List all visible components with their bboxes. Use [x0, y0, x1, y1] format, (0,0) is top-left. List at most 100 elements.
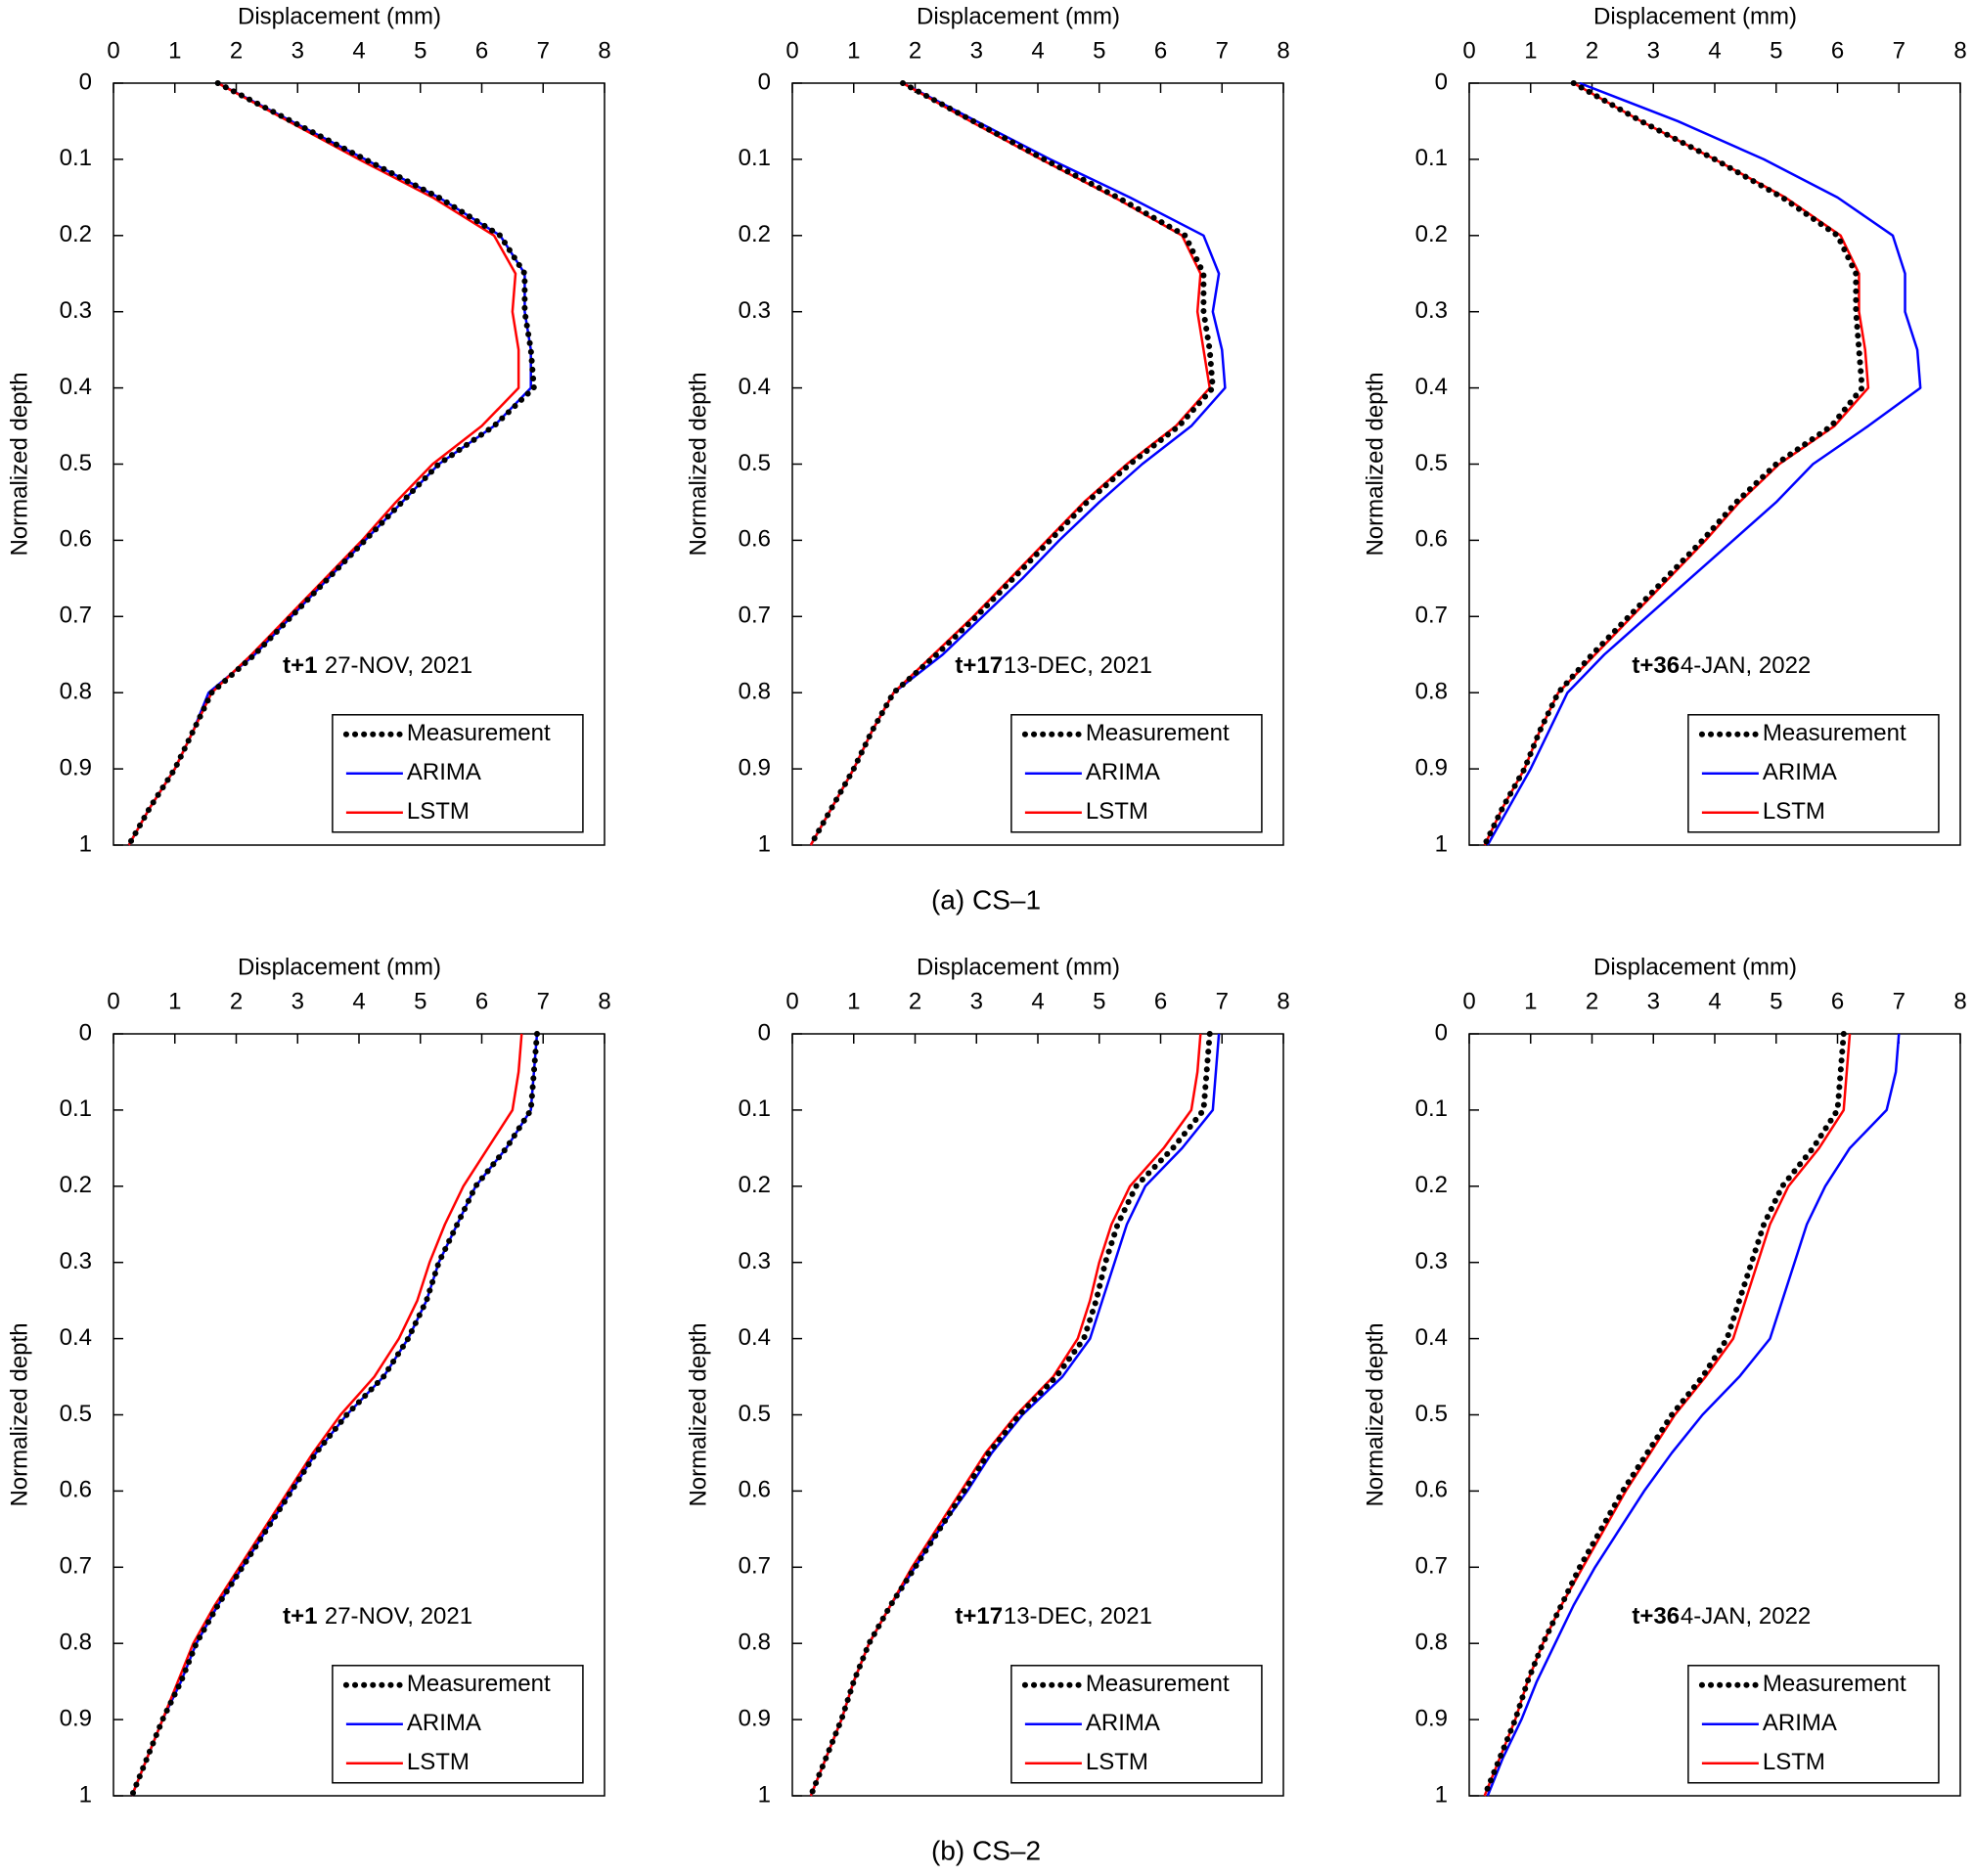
x-tick-label: 5 [414, 37, 426, 64]
x-tick-label: 4 [352, 37, 365, 64]
legend-label: LSTM [407, 798, 470, 825]
y-tick-label: 0.4 [1415, 1324, 1448, 1351]
x-axis-label: Displacement (mm) [1593, 954, 1797, 980]
series-line [1481, 80, 1865, 848]
y-tick-label: 0.6 [739, 526, 771, 553]
x-tick-label: 1 [168, 988, 181, 1014]
x-tick-label: 8 [598, 988, 610, 1014]
y-tick-label: 0.7 [739, 1553, 771, 1580]
x-tick-label: 5 [1770, 37, 1782, 64]
y-tick-label: 0 [758, 1019, 771, 1046]
y-tick-label: 0.3 [60, 1248, 92, 1274]
y-axis-label: Normalized depth [1362, 1322, 1388, 1506]
y-tick-label: 0.6 [60, 526, 92, 553]
caption: (b) CS–2 [931, 1835, 1041, 1865]
legend-label: Measurement [407, 1671, 551, 1697]
x-tick-label: 3 [970, 37, 983, 64]
x-tick-label: 6 [1831, 37, 1844, 64]
x-axis-label: Displacement (mm) [917, 3, 1120, 29]
y-tick-label: 0.9 [1415, 1705, 1448, 1731]
y-tick-label: 0.9 [739, 754, 771, 781]
y-tick-label: 0.6 [739, 1477, 771, 1503]
annotation-date: 27-NOV, 2021 [325, 652, 472, 679]
x-tick-label: 7 [537, 37, 550, 64]
x-tick-label: 6 [1154, 988, 1167, 1014]
x-tick-label: 2 [909, 37, 921, 64]
x-tick-label: 4 [1708, 988, 1721, 1014]
y-tick-label: 0 [79, 1019, 92, 1046]
x-tick-label: 6 [1831, 988, 1844, 1014]
x-tick-label: 8 [1277, 37, 1289, 64]
y-tick-label: 0.9 [60, 754, 92, 781]
y-tick-label: 0.1 [1415, 145, 1448, 171]
y-tick-label: 0 [79, 68, 92, 95]
series-line [807, 80, 1216, 848]
x-tick-label: 8 [1277, 988, 1289, 1014]
annotation-label: t+1 [283, 1603, 317, 1630]
annotation-date: 27-NOV, 2021 [325, 1603, 472, 1630]
x-tick-label: 8 [598, 37, 610, 64]
y-tick-label: 0.2 [1415, 1172, 1448, 1198]
y-tick-label: 0.7 [60, 603, 92, 629]
x-tick-label: 2 [909, 988, 921, 1014]
y-tick-label: 0.7 [1415, 1553, 1448, 1580]
y-tick-label: 0.7 [739, 603, 771, 629]
y-tick-label: 1 [79, 830, 92, 857]
x-tick-label: 6 [475, 37, 488, 64]
y-tick-label: 0.4 [1415, 374, 1448, 400]
x-axis-label: Displacement (mm) [238, 954, 441, 980]
y-tick-label: 0.6 [60, 1477, 92, 1503]
panel: 0 1 2 3 4 5 6 7 8 0 0.1 0.2 0.3 0.4 0.5 0.6 0.7 0.8 0.9 1 Di… [685, 3, 1289, 857]
legend-label: ARIMA [407, 759, 481, 785]
y-tick-label: 0.9 [1415, 754, 1448, 781]
y-tick-label: 0.7 [60, 1553, 92, 1580]
annotation-date: 13-DEC, 2021 [1004, 652, 1152, 679]
x-tick-label: 0 [1462, 37, 1475, 64]
y-axis-label: Normalized depth [6, 372, 32, 556]
panel: 0 1 2 3 4 5 6 7 8 0 0.1 0.2 0.3 0.4 0.5 0.6 0.7 0.8 0.9 1 Di… [6, 3, 610, 857]
y-tick-label: 0.3 [739, 297, 771, 324]
y-tick-label: 0.7 [1415, 603, 1448, 629]
y-tick-label: 0.3 [60, 297, 92, 324]
y-tick-label: 0.9 [739, 1705, 771, 1731]
y-tick-label: 0.5 [60, 1401, 92, 1427]
y-tick-label: 1 [79, 1781, 92, 1808]
y-tick-label: 1 [758, 830, 771, 857]
y-tick-label: 0.6 [1415, 1477, 1448, 1503]
y-tick-label: 0.1 [1415, 1095, 1448, 1122]
legend-label: Measurement [407, 720, 551, 746]
x-axis-label: Displacement (mm) [238, 3, 441, 29]
caption: (a) CS–1 [931, 884, 1041, 915]
series-line [1486, 81, 1922, 846]
x-tick-label: 3 [1647, 37, 1660, 64]
x-tick-label: 4 [352, 988, 365, 1014]
y-tick-label: 0.3 [1415, 1248, 1448, 1274]
x-tick-label: 2 [1586, 37, 1598, 64]
y-tick-label: 0.2 [60, 1172, 92, 1198]
series-line [125, 80, 537, 848]
y-tick-label: 0.5 [739, 1401, 771, 1427]
y-tick-label: 0.8 [1415, 1630, 1448, 1656]
y-tick-label: 0.3 [739, 1248, 771, 1274]
series-line [1481, 1031, 1847, 1799]
legend-label: ARIMA [407, 1710, 481, 1736]
y-tick-label: 0.5 [1415, 1401, 1448, 1427]
annotation-date: 13-DEC, 2021 [1004, 1603, 1152, 1630]
x-tick-label: 2 [230, 988, 243, 1014]
y-tick-label: 0.4 [739, 1324, 771, 1351]
legend-label: ARIMA [1086, 1710, 1160, 1736]
x-tick-label: 5 [1093, 37, 1105, 64]
legend-label: Measurement [1763, 720, 1906, 746]
series-line [1483, 1033, 1852, 1797]
y-tick-label: 0 [1435, 68, 1448, 95]
x-tick-label: 3 [1647, 988, 1660, 1014]
y-tick-label: 0.4 [60, 1324, 92, 1351]
y-tick-label: 0.9 [60, 1705, 92, 1731]
x-tick-label: 7 [1893, 37, 1906, 64]
y-tick-label: 0.1 [739, 1095, 771, 1122]
y-tick-label: 0.8 [1415, 679, 1448, 705]
y-tick-label: 0.4 [60, 374, 92, 400]
legend-label: LSTM [407, 1749, 470, 1775]
annotation-label: t+17 [955, 1603, 1003, 1630]
